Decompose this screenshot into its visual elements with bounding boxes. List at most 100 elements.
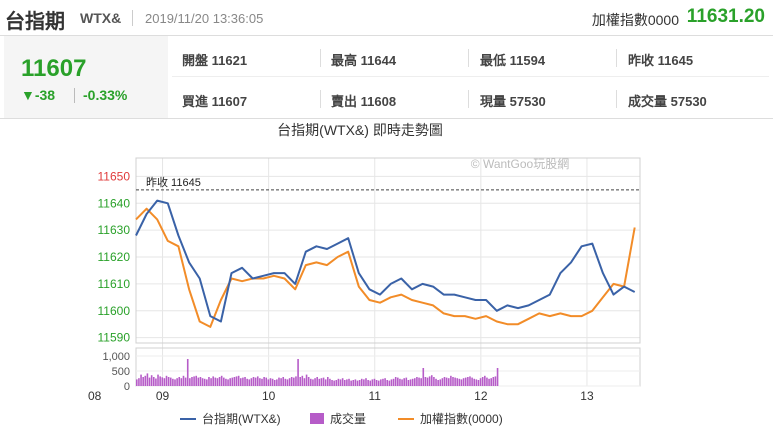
volume-bar xyxy=(343,380,346,386)
volume-bar xyxy=(403,378,405,386)
volume-bar xyxy=(223,377,225,386)
prev-close-label: 昨收 11645 xyxy=(146,175,201,189)
price-change-pct: -0.33% xyxy=(83,87,128,103)
volume-bar xyxy=(365,378,367,386)
volume-bar xyxy=(248,379,251,386)
volume-bar xyxy=(405,377,408,386)
volume-bar xyxy=(142,377,144,386)
time-tick-label: 09 xyxy=(156,389,170,403)
high-label: 最高 xyxy=(331,53,358,68)
open-field: 開盤 11621 xyxy=(182,50,247,69)
volume-bar xyxy=(358,380,361,386)
volume-bar xyxy=(486,377,488,386)
price-tick-label: 11620 xyxy=(98,250,131,264)
legend-futures: 台指期(WTX&) xyxy=(202,411,281,426)
intraday-chart: 台指期(WTX&) 即時走勢圖 © WantGoo玩股網 11590116001… xyxy=(88,122,641,426)
volume-bar xyxy=(180,378,183,386)
total-volume-label: 成交量 xyxy=(628,94,668,109)
volume-bar xyxy=(322,377,325,386)
volume-bar xyxy=(390,379,393,386)
volume-bar xyxy=(250,378,253,386)
index-value: 11631.20 xyxy=(686,6,765,27)
volume-bar xyxy=(167,377,170,386)
volume-bar xyxy=(254,377,257,386)
last-volume-value: 57530 xyxy=(509,94,546,109)
volume-bar xyxy=(159,376,161,386)
volume-bar xyxy=(409,379,412,386)
volume-bar xyxy=(447,378,450,386)
volume-bar xyxy=(481,377,484,386)
volume-bar xyxy=(471,377,473,386)
legend-volume: 成交量 xyxy=(330,411,366,426)
volume-bar xyxy=(233,377,236,386)
legend-swatch-volume xyxy=(310,413,324,424)
volume-bar xyxy=(360,378,363,386)
volume-bar xyxy=(225,378,227,386)
header-bar: 台指期 WTX& 2019/11/20 13:36:05 加權指數0000 11… xyxy=(0,0,773,34)
volume-bar xyxy=(341,378,344,386)
volume-bar xyxy=(324,379,327,386)
volume-bar xyxy=(371,379,374,386)
volume-bar xyxy=(375,380,378,386)
volume-bar xyxy=(388,380,391,386)
volume-bar xyxy=(210,378,212,386)
volume-bar xyxy=(464,377,467,386)
volume-bar xyxy=(286,379,289,386)
volume-bar xyxy=(439,379,442,386)
price-axis: 11590 11600 11610 11620 11630 11640 11650 xyxy=(98,169,131,344)
volume-bar xyxy=(473,378,476,386)
volume-bar xyxy=(397,377,399,386)
volume-bar xyxy=(261,378,263,386)
volume-bar xyxy=(206,379,208,386)
volume-bar xyxy=(443,377,446,386)
volume-bar xyxy=(199,377,202,386)
last-volume-label: 現量 xyxy=(480,94,507,109)
volume-bar xyxy=(191,377,193,386)
volume-bar xyxy=(276,379,278,386)
volume-bar xyxy=(150,375,153,386)
prev-close-value: 11645 xyxy=(657,53,694,68)
volume-bar xyxy=(456,378,459,386)
volume-bar xyxy=(316,377,318,386)
volume-bar xyxy=(411,378,414,386)
quote-timestamp: 2019/11/20 13:36:05 xyxy=(145,11,264,26)
volume-bar xyxy=(146,373,149,386)
volume-bar xyxy=(337,378,340,386)
volume-bar xyxy=(435,378,437,386)
volume-bar xyxy=(377,380,380,386)
price-tick-label: 11650 xyxy=(98,169,131,183)
volume-bar xyxy=(445,377,448,386)
header-divider xyxy=(132,10,133,26)
volume-bar xyxy=(399,378,401,386)
volume-bar xyxy=(189,378,191,386)
volume-bar xyxy=(263,377,265,386)
volume-bar xyxy=(320,378,323,386)
volume-bar xyxy=(152,377,155,386)
volume-bar xyxy=(237,375,240,386)
volume-bar xyxy=(333,380,335,386)
volume-bar xyxy=(346,379,348,386)
index-label: 加權指數0000 xyxy=(591,12,679,28)
volume-bar xyxy=(433,377,435,386)
volume-tick-label: 0 xyxy=(124,381,130,393)
volume-bar xyxy=(176,378,178,386)
volume-bar xyxy=(182,375,185,386)
volume-bar xyxy=(479,378,482,386)
price-tick-label: 11630 xyxy=(98,223,131,237)
time-tick-label: 13 xyxy=(580,389,594,403)
time-axis: 08 09 10 11 12 13 xyxy=(88,389,594,403)
ask-field: 賣出 11608 xyxy=(331,91,396,110)
volume-bar xyxy=(252,377,255,386)
high-field: 最高 11644 xyxy=(331,50,396,69)
volume-bar xyxy=(312,379,314,386)
volume-bar xyxy=(441,378,444,386)
prev-close-field: 昨收 11645 xyxy=(628,50,693,69)
volume-bar xyxy=(227,379,229,386)
volume-bar xyxy=(161,377,164,386)
volume-bar xyxy=(288,378,291,386)
price-change: ▼-38 xyxy=(21,87,56,103)
volume-bar xyxy=(256,376,259,386)
volume-bar xyxy=(282,377,285,386)
volume-bar xyxy=(326,377,329,386)
volume-bar xyxy=(157,374,159,386)
